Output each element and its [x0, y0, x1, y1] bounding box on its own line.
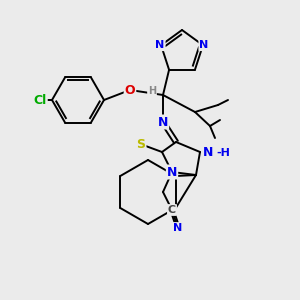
Text: N: N — [158, 116, 168, 128]
Text: Cl: Cl — [33, 94, 46, 106]
Text: -H: -H — [216, 148, 230, 158]
Text: N: N — [199, 40, 208, 50]
Text: O: O — [125, 83, 135, 97]
Text: H: H — [148, 86, 156, 96]
Text: C: C — [168, 205, 176, 215]
Text: N: N — [173, 223, 183, 233]
Text: N: N — [203, 146, 213, 158]
Text: S: S — [136, 139, 146, 152]
Text: N: N — [155, 40, 165, 50]
Text: N: N — [167, 166, 177, 178]
